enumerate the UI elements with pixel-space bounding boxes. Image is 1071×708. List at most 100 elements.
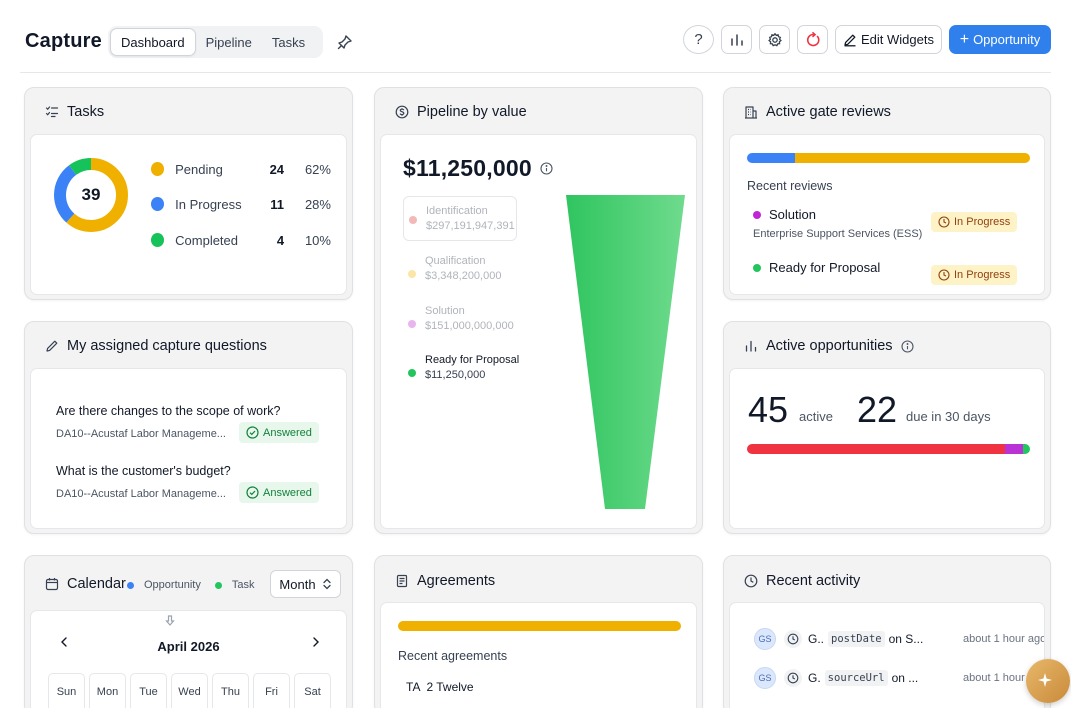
tab-pipeline[interactable]: Pipeline bbox=[205, 34, 252, 50]
view-tabs: Dashboard Pipeline Tasks bbox=[108, 26, 323, 58]
stage-name: Solution bbox=[425, 305, 465, 317]
active-count: 45 bbox=[748, 389, 789, 430]
help-button[interactable]: ? bbox=[683, 25, 714, 54]
review-item[interactable]: Ready for Proposal bbox=[753, 260, 1033, 275]
pipeline-title: Pipeline by value bbox=[417, 104, 527, 120]
arrow-down-icon bbox=[165, 615, 175, 626]
gate-reviews-widget: Active gate reviews Recent reviews Solut… bbox=[723, 87, 1051, 300]
activity-target: on ... bbox=[891, 671, 919, 685]
in-progress-dot bbox=[151, 197, 165, 211]
opp-bar-segment bbox=[1022, 444, 1030, 454]
chevron-right-icon[interactable] bbox=[311, 636, 321, 648]
stage-name: Identification bbox=[426, 205, 488, 217]
question-item[interactable]: Are there changes to the scope of work? … bbox=[56, 404, 346, 440]
clock-icon bbox=[784, 630, 802, 648]
answered-text: Answered bbox=[263, 486, 312, 499]
questions-title: My assigned capture questions bbox=[67, 338, 267, 354]
add-opportunity-label: Opportunity bbox=[973, 32, 1041, 47]
reports-button[interactable] bbox=[721, 25, 752, 54]
chevron-left-icon[interactable] bbox=[59, 636, 69, 648]
plus-icon: + bbox=[959, 30, 970, 48]
calendar-icon bbox=[45, 578, 59, 591]
status-label: Pending bbox=[175, 161, 223, 177]
question-item[interactable]: What is the customer's budget? DA10--Acu… bbox=[56, 464, 346, 500]
agreements-widget: Agreements Recent agreements TA 2 Twelve bbox=[374, 555, 703, 708]
avatar: GS bbox=[754, 667, 776, 689]
tab-tasks[interactable]: Tasks bbox=[271, 34, 306, 50]
agreement-item[interactable]: TA 2 Twelve bbox=[406, 680, 474, 694]
review-title: Solution bbox=[769, 207, 816, 222]
pipeline-stage-ready-for-proposal[interactable]: Ready for Proposal $11,250,000 bbox=[403, 354, 521, 381]
status-badge: In Progress bbox=[931, 265, 1018, 285]
gate-review-progress-bar bbox=[747, 153, 1030, 163]
review-subtitle: Enterprise Support Services (ESS) bbox=[753, 228, 923, 240]
review-dot bbox=[753, 210, 761, 219]
recent-reviews-label: Recent reviews bbox=[747, 179, 833, 193]
activity-field: postDate bbox=[828, 631, 885, 647]
info-icon[interactable] bbox=[900, 339, 914, 353]
activity-row[interactable]: GS G.. postDate on S... about 1 hour ago bbox=[754, 628, 1045, 650]
day-header: Sun bbox=[48, 673, 85, 708]
activity-actor: G. bbox=[808, 671, 821, 685]
edit-widgets-button[interactable]: Edit Widgets bbox=[835, 25, 942, 54]
status-label: In Progress bbox=[175, 196, 242, 212]
check-circle-icon bbox=[246, 426, 259, 439]
tasks-total: 39 bbox=[81, 185, 101, 204]
active-opportunities-widget: Active opportunities 45 active 22 due in… bbox=[723, 321, 1051, 534]
answered-badge: Answered bbox=[239, 482, 319, 503]
answered-text: Answered bbox=[263, 426, 312, 439]
day-header: Sat bbox=[294, 673, 331, 708]
refresh-button[interactable] bbox=[797, 25, 828, 54]
review-item[interactable]: Solution Enterprise Support Services (ES… bbox=[753, 207, 1033, 240]
activity-row[interactable]: GS G. sourceUrl on ... about 1 hour ago bbox=[754, 667, 1044, 689]
bar-chart-icon bbox=[745, 340, 757, 352]
stage-name: Ready for Proposal bbox=[425, 354, 520, 366]
info-icon[interactable] bbox=[540, 162, 553, 175]
help-icon: ? bbox=[694, 31, 703, 48]
pipeline-stage-solution[interactable]: Solution $151,000,000,000 bbox=[403, 305, 521, 332]
activity-time: about 1 hour ago bbox=[963, 633, 1045, 645]
gear-icon bbox=[767, 32, 782, 46]
gate-bar-segment bbox=[747, 153, 796, 163]
dollar-circle-icon bbox=[395, 105, 409, 119]
stage-value: $297,191,947,391 bbox=[426, 220, 515, 232]
legend-opportunity: Opportunity bbox=[144, 579, 201, 591]
pipeline-funnel[interactable] bbox=[561, 195, 691, 515]
chevron-up-down-icon bbox=[322, 578, 331, 590]
page-header: Capture Dashboard Pipeline Tasks ? Edit … bbox=[0, 0, 1071, 72]
status-badge: In Progress bbox=[931, 212, 1018, 232]
calendar-legend: Opportunity Task bbox=[127, 579, 255, 591]
pin-icon[interactable] bbox=[336, 33, 354, 51]
activity-title: Recent activity bbox=[766, 573, 861, 589]
day-header: Thu bbox=[212, 673, 249, 708]
legend-task: Task bbox=[231, 579, 255, 591]
task-status-row[interactable]: Completed 4 10% bbox=[151, 230, 331, 250]
pipeline-stage-identification[interactable]: Identification $297,191,947,391 bbox=[403, 196, 517, 241]
capture-questions-widget: My assigned capture questions Are there … bbox=[24, 321, 353, 534]
calendar-view-select[interactable]: Month bbox=[270, 570, 341, 598]
task-status-row[interactable]: In Progress 11 28% bbox=[151, 194, 331, 214]
opportunity-dot bbox=[127, 581, 134, 589]
clock-icon bbox=[784, 669, 802, 687]
stage-value: $11,250,000 bbox=[425, 369, 486, 381]
task-status-row[interactable]: Pending 24 62% bbox=[151, 159, 331, 179]
settings-button[interactable] bbox=[759, 25, 790, 54]
add-opportunity-button[interactable]: + Opportunity bbox=[949, 25, 1051, 54]
day-header: Fri bbox=[253, 673, 290, 708]
tab-dashboard[interactable]: Dashboard bbox=[110, 28, 196, 56]
question-opportunity: DA10--Acustaf Labor Manageme... bbox=[56, 488, 226, 500]
status-text: In Progress bbox=[954, 216, 1011, 228]
status-count: 24 bbox=[269, 161, 285, 177]
activity-target: on S... bbox=[888, 632, 924, 646]
pipeline-total: $11,250,000 bbox=[403, 155, 532, 181]
activity-field: sourceUrl bbox=[824, 670, 888, 686]
pipeline-stage-qualification[interactable]: Qualification $3,348,200,000 bbox=[403, 255, 521, 282]
tasks-donut-chart bbox=[54, 158, 128, 232]
bar-chart-icon bbox=[730, 33, 743, 46]
completed-dot bbox=[151, 233, 165, 247]
assistant-button[interactable] bbox=[1026, 659, 1070, 703]
avatar: GS bbox=[754, 628, 776, 650]
edit-widgets-label: Edit Widgets bbox=[861, 32, 934, 47]
due-count: 22 bbox=[857, 389, 898, 430]
tasks-title: Tasks bbox=[67, 104, 105, 120]
